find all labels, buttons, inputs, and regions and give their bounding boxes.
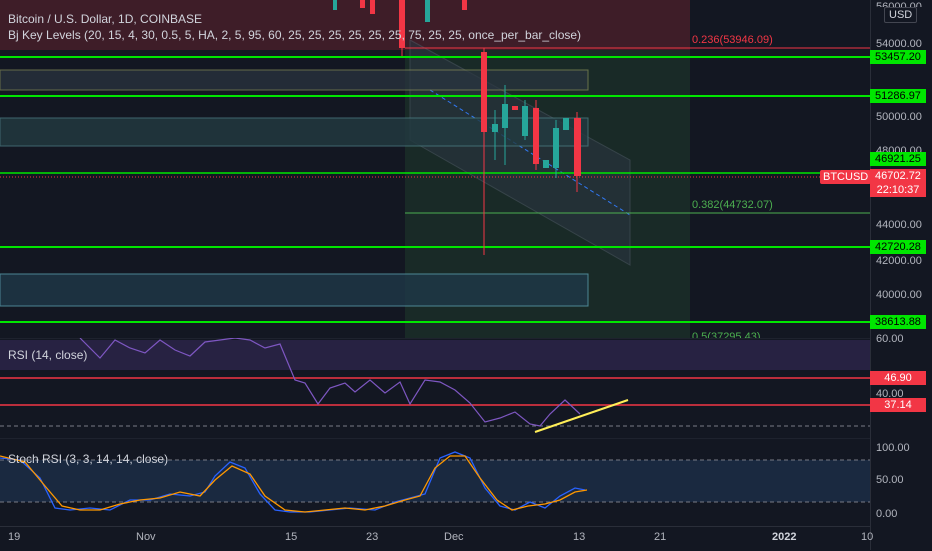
rsi-tick: 40.00	[876, 388, 904, 400]
level-tag: 38613.88	[870, 315, 926, 329]
stoch-tick: 50.00	[876, 474, 904, 486]
resistance-zone	[0, 0, 690, 50]
rsi-line	[79, 338, 581, 427]
time-axis[interactable]	[0, 526, 870, 551]
indicator-legend[interactable]: Bj Key Levels (20, 15, 4, 30, 0.5, 5, HA…	[8, 28, 582, 42]
chart-title: Bitcoin / U.S. Dollar, 1D, COINBASE	[8, 12, 203, 26]
rsi-trendline	[534, 399, 629, 433]
time-tick: Dec	[444, 531, 464, 543]
zone-box-2	[0, 117, 589, 147]
fib-label-382: 0.382(44732.07)	[692, 199, 773, 211]
zone-box-1	[0, 69, 589, 91]
price-tick: 42000.00	[876, 255, 922, 267]
channel-midline	[429, 89, 631, 216]
time-tick: 13	[573, 531, 586, 543]
price-tick-top: 56000.00	[876, 1, 922, 7]
fib-label-236: 0.236(53946.09)	[692, 34, 773, 46]
price-tick: 54000.00	[876, 38, 922, 50]
time-tick: 10	[861, 531, 874, 543]
last-price-tag: 46702.72	[870, 169, 926, 183]
bar-countdown: 22:10:37	[870, 183, 926, 197]
stoch-rsi-pane[interactable]	[0, 438, 870, 526]
rsi-pane[interactable]	[0, 338, 870, 438]
time-tick: 23	[366, 531, 379, 543]
level-tag: 51286.97	[870, 89, 926, 103]
fib-label-5: 0.5(37295.43)	[692, 331, 761, 338]
rsi-tick: 60.00	[876, 333, 904, 345]
stoch-tick: 100.00	[876, 442, 910, 454]
rsi-value-tag: 46.90	[870, 371, 926, 385]
level-tag: 42720.28	[870, 240, 926, 254]
level-tag: 53457.20	[870, 50, 926, 64]
stoch-rsi-label[interactable]: Stoch RSI (3, 3, 14, 14, close)	[8, 452, 169, 466]
rsi-label[interactable]: RSI (14, close)	[8, 348, 88, 362]
price-tick: 44000.00	[876, 219, 922, 231]
stoch-band	[0, 460, 870, 502]
rsi-band	[0, 340, 870, 370]
stoch-d-line	[0, 455, 588, 513]
symbol-tag: BTCUSD	[820, 170, 872, 184]
price-tick: 50000.00	[876, 111, 922, 123]
price-tick: 40000.00	[876, 289, 922, 301]
zone-box-3	[0, 273, 589, 307]
time-tick: 2022	[772, 531, 797, 543]
price-axis[interactable]	[870, 0, 932, 550]
main-chart-pane[interactable]	[0, 0, 870, 338]
stoch-tick: 0.00	[876, 508, 898, 520]
currency-button[interactable]: USD	[884, 7, 918, 23]
candles	[333, 0, 581, 255]
rsi-value-tag: 37.14	[870, 398, 926, 412]
time-tick: Nov	[136, 531, 156, 543]
time-tick: 21	[654, 531, 667, 543]
level-tag: 46921.25	[870, 152, 926, 166]
time-tick: 15	[285, 531, 298, 543]
time-tick: 19	[8, 531, 21, 543]
